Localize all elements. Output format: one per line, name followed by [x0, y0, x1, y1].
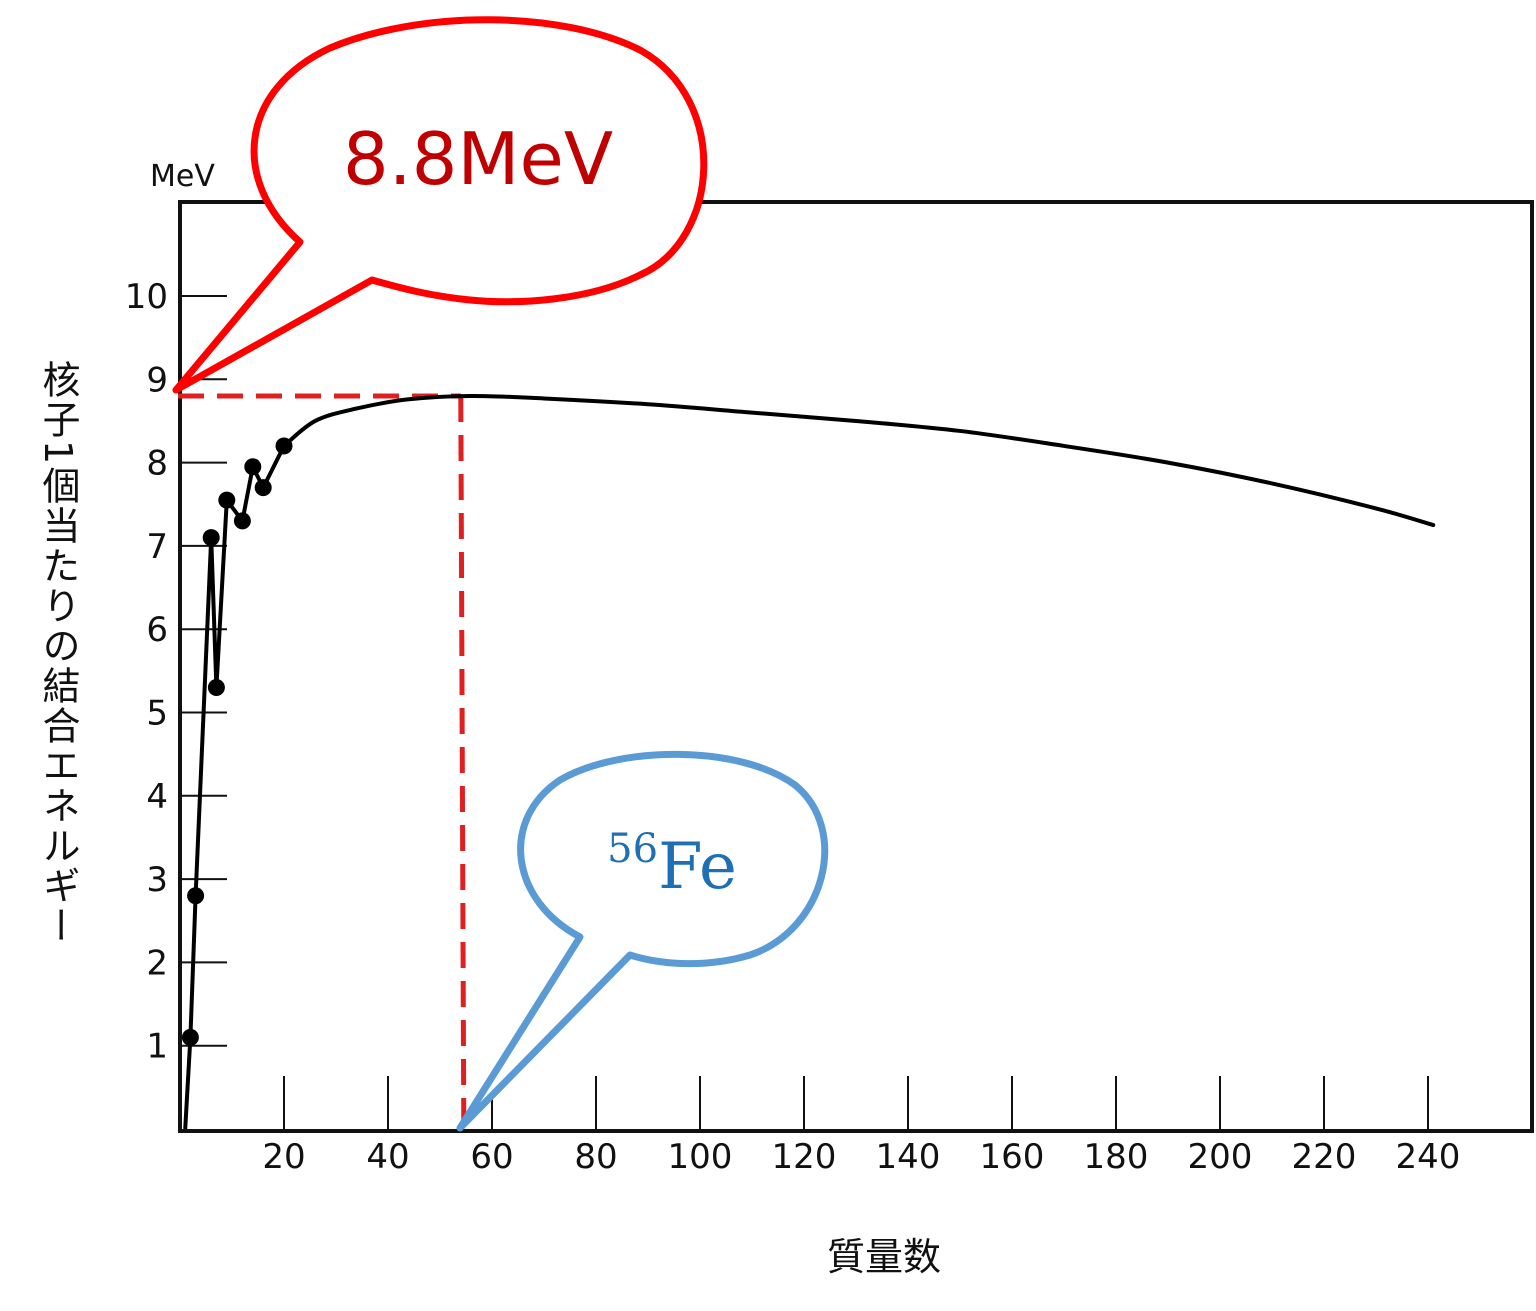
data-point	[207, 679, 225, 697]
y-tick-label: 1	[146, 1027, 168, 1067]
data-point	[233, 512, 251, 530]
y-tick-label: 5	[146, 694, 168, 734]
light-nuclei-points	[181, 437, 293, 1046]
data-point	[218, 491, 236, 509]
y-tick-label: 7	[146, 527, 168, 567]
x-tick-label: 100	[668, 1137, 733, 1177]
x-tick-label: 160	[980, 1137, 1045, 1177]
x-tick-label: 40	[366, 1137, 409, 1177]
data-point	[244, 458, 262, 476]
x-tick-label: 80	[574, 1137, 617, 1177]
x-axis-ticks: 20 40 60 80 100 120 140 160 180 200 220 240	[262, 1076, 1460, 1177]
energy-callout-text: 8.8MeV	[343, 117, 613, 201]
x-tick-label: 180	[1084, 1137, 1149, 1177]
y-unit-label: MeV	[150, 159, 215, 194]
y-tick-label: 6	[146, 610, 168, 650]
x-tick-label: 20	[262, 1137, 305, 1177]
x-axis-label: 質量数	[827, 1235, 941, 1279]
iron-callout: 56Fe	[456, 750, 829, 1132]
iron-symbol: Fe	[658, 830, 737, 904]
x-tick-label: 120	[772, 1137, 837, 1177]
binding-energy-curve	[282, 393, 1436, 528]
y-axis-ticks: 1 2 3 4 5 6 7 8 9 10	[125, 277, 227, 1067]
x-tick-label: 240	[1396, 1137, 1461, 1177]
data-point	[202, 529, 220, 547]
data-point	[254, 479, 272, 497]
y-axis-label: 核子1個当たりの結合エネルギー	[36, 360, 80, 947]
peak-vertical-guide	[458, 395, 467, 1130]
plot-frame	[178, 200, 1534, 1133]
light-nuclei-line	[183, 445, 286, 1130]
energy-callout-bubble	[172, 16, 708, 394]
x-tick-label: 200	[1188, 1137, 1253, 1177]
iron-callout-text: 56Fe	[607, 826, 737, 904]
y-tick-label: 9	[146, 360, 168, 400]
x-tick-label: 220	[1292, 1137, 1357, 1177]
x-tick-label: 60	[470, 1137, 513, 1177]
y-tick-label: 10	[125, 277, 168, 317]
energy-callout: 8.8MeV	[172, 16, 708, 394]
y-tick-label: 3	[146, 860, 168, 900]
y-tick-label: 8	[146, 444, 168, 484]
data-point	[275, 437, 293, 455]
x-tick-label: 140	[876, 1137, 941, 1177]
y-tick-label: 2	[146, 943, 168, 983]
data-point	[181, 1028, 199, 1046]
y-tick-label: 4	[146, 777, 168, 817]
data-point	[187, 887, 205, 905]
iron-callout-bubble	[456, 750, 829, 1132]
iron-mass-number: 56	[607, 826, 658, 872]
